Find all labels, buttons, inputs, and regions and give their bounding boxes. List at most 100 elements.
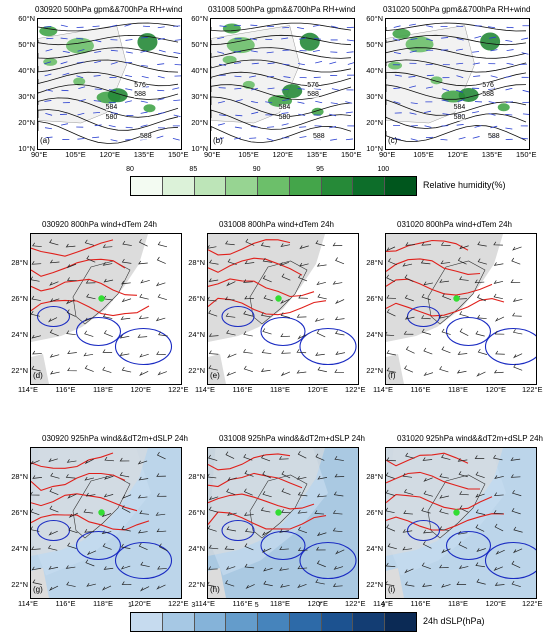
wind-barb xyxy=(511,560,521,568)
wind-barb xyxy=(84,458,94,465)
wind-barb xyxy=(316,560,326,568)
wind-vector xyxy=(488,26,496,29)
panel-label: (h) xyxy=(210,585,220,594)
wind-barb xyxy=(493,510,504,515)
y-tick-label: 24°N xyxy=(188,544,205,553)
wind-barb xyxy=(386,309,396,317)
wind-vector xyxy=(60,61,68,65)
wind-barb xyxy=(332,242,343,247)
humidity-area xyxy=(497,103,510,112)
wind-barb xyxy=(31,365,41,372)
wind-vector xyxy=(125,51,133,54)
wind-barb xyxy=(225,313,236,318)
wind-vector xyxy=(76,75,84,79)
wind-vector xyxy=(44,127,52,130)
wind-barb xyxy=(119,457,130,462)
wind-barb xyxy=(49,298,60,303)
wind-barb xyxy=(316,532,327,537)
wind-barb xyxy=(49,281,59,286)
wind-barb xyxy=(333,491,344,497)
wind-barb xyxy=(333,566,344,570)
wind-barb xyxy=(158,543,168,552)
wind-barb xyxy=(227,353,237,359)
x-tick-label: 122°E xyxy=(168,385,189,394)
humidity-area xyxy=(143,104,156,113)
wind-vector xyxy=(108,124,116,128)
contour-label: 576 xyxy=(482,81,494,89)
wind-barb xyxy=(227,258,237,265)
temperature-change-contour-warm xyxy=(208,511,327,530)
wind-barb xyxy=(423,347,433,355)
wind-vector xyxy=(157,75,165,79)
wind-vector xyxy=(250,24,258,27)
wind-vector xyxy=(315,100,323,104)
temperature-change-contour-warm xyxy=(31,258,126,277)
wind-vector xyxy=(62,72,70,76)
x-tick-label: 122°E xyxy=(522,599,543,608)
wind-barb xyxy=(421,507,431,514)
wind-barb xyxy=(494,330,505,335)
wind-vector xyxy=(77,49,85,52)
wind-barb xyxy=(104,475,114,480)
wind-barb xyxy=(297,451,307,459)
map-plot xyxy=(385,233,537,385)
wind-vector xyxy=(504,75,512,79)
province-boundary xyxy=(72,260,131,325)
wind-barb xyxy=(208,310,218,317)
wind-barb xyxy=(332,527,343,533)
wind-vector xyxy=(219,114,227,116)
wind-barb xyxy=(493,454,503,461)
wind-barb xyxy=(387,258,397,266)
wind-vector xyxy=(140,36,148,39)
contour-label: 580 xyxy=(278,114,291,122)
wind-barb xyxy=(137,529,148,534)
y-tick-label: 26°N xyxy=(11,294,28,303)
wind-barb xyxy=(494,582,505,586)
wind-barb xyxy=(245,584,255,590)
x-tick-label: 120°E xyxy=(130,599,152,608)
wind-vector xyxy=(124,23,132,27)
wind-barb xyxy=(102,262,113,266)
wind-barb xyxy=(262,547,272,553)
y-tick-label: 30°N xyxy=(366,92,383,101)
panel-title: 031020 800hPa wind+dTem 24h xyxy=(397,220,512,229)
x-tick-label: 114°E xyxy=(373,385,393,394)
temperature-change-contour-warm xyxy=(208,278,315,298)
wind-vector xyxy=(297,101,305,104)
wind-barb xyxy=(84,317,94,322)
wind-vector xyxy=(157,112,165,115)
wind-barb xyxy=(439,279,449,283)
wind-barb xyxy=(420,259,431,265)
contour-label: 588 xyxy=(139,132,152,140)
wind-vector xyxy=(410,138,418,141)
wind-barb xyxy=(296,369,307,374)
wind-barb xyxy=(315,240,325,247)
wind-vector xyxy=(217,51,225,54)
wind-vector xyxy=(440,138,448,141)
wind-barb xyxy=(121,280,131,285)
wind-barb xyxy=(494,523,504,532)
y-tick-label: 26°N xyxy=(188,294,205,303)
land-area-south xyxy=(208,568,226,598)
wind-barb xyxy=(315,352,325,356)
wind-vector xyxy=(141,64,149,67)
wind-barb xyxy=(157,241,168,248)
wind-vector xyxy=(124,100,132,103)
wind-barb xyxy=(278,456,289,460)
wind-vector xyxy=(329,126,337,129)
wind-barb xyxy=(334,473,345,478)
x-tick-label: 114°E xyxy=(195,599,215,608)
wind-barb xyxy=(208,506,219,513)
wind-vector xyxy=(234,75,242,78)
wind-vector xyxy=(346,39,354,42)
wind-vector xyxy=(472,62,480,65)
wind-barb xyxy=(137,494,148,499)
wind-vector xyxy=(522,89,529,93)
wind-vector xyxy=(490,75,498,78)
wind-barb xyxy=(67,493,77,499)
colorbar-segment xyxy=(353,613,386,631)
wind-vector xyxy=(267,62,275,65)
map-graphics xyxy=(38,22,181,144)
wind-barb xyxy=(315,579,325,585)
wind-vector xyxy=(408,23,416,26)
